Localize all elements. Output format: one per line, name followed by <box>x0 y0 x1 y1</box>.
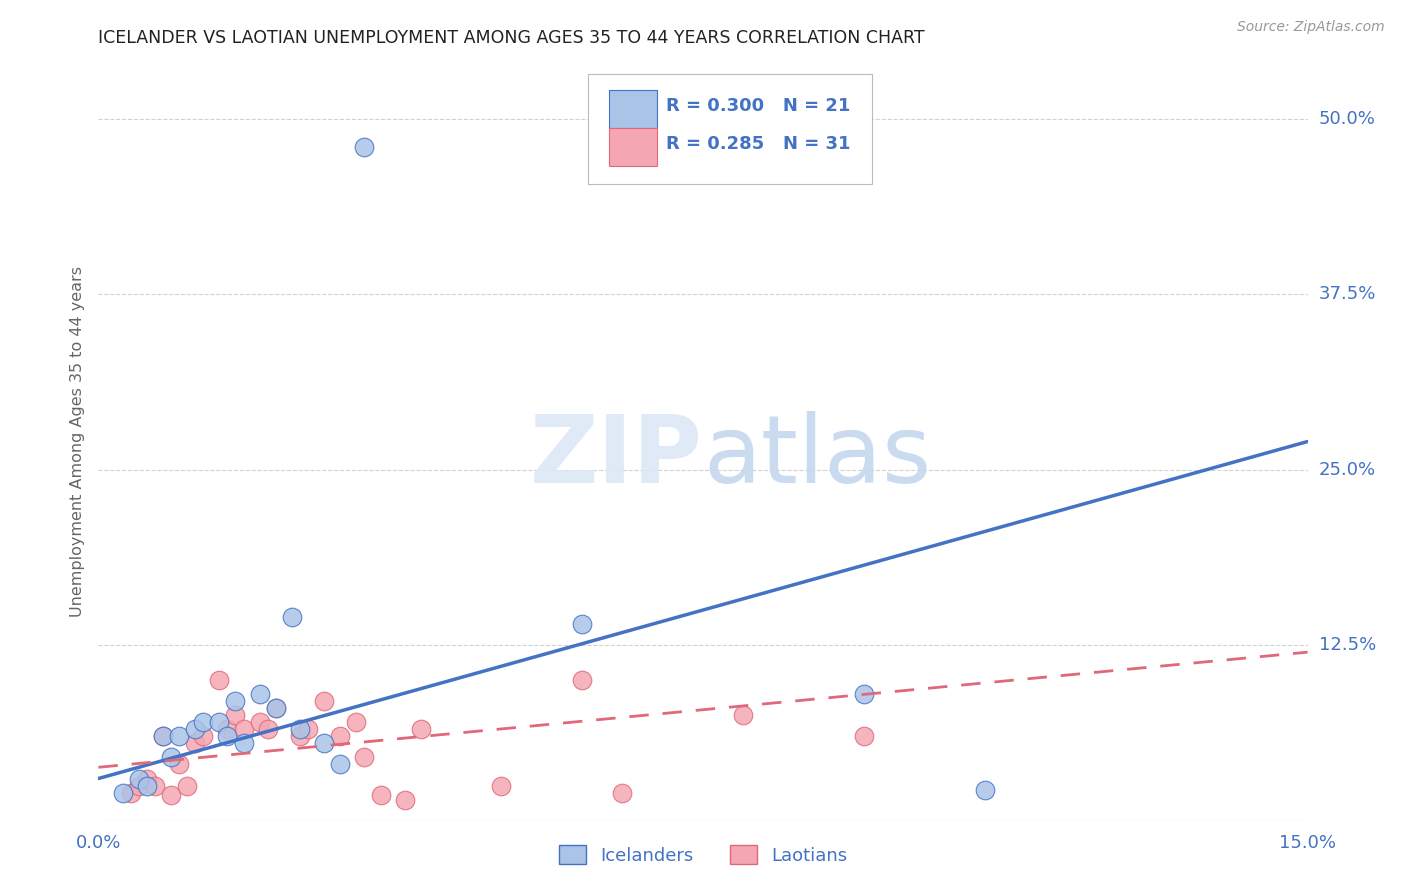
Text: 37.5%: 37.5% <box>1319 285 1376 303</box>
Point <box>733 708 755 723</box>
Text: atlas: atlas <box>703 410 931 503</box>
Text: R = 0.300   N = 21: R = 0.300 N = 21 <box>665 96 849 115</box>
Point <box>256 723 278 737</box>
Point <box>184 736 207 750</box>
Text: ZIP: ZIP <box>530 410 703 503</box>
FancyBboxPatch shape <box>609 90 657 128</box>
Point <box>329 757 352 772</box>
Point <box>314 736 336 750</box>
Point <box>167 757 190 772</box>
Point <box>135 779 157 793</box>
Point <box>167 730 190 744</box>
Point <box>264 701 287 715</box>
Text: 25.0%: 25.0% <box>1319 460 1376 479</box>
Point <box>120 786 142 800</box>
Point <box>143 779 166 793</box>
Point <box>224 694 246 708</box>
Point <box>193 730 215 744</box>
Point <box>249 715 271 730</box>
Point <box>853 687 876 701</box>
Point <box>288 723 311 737</box>
Point <box>208 715 231 730</box>
Point <box>128 779 150 793</box>
Point <box>184 723 207 737</box>
Point <box>974 782 997 797</box>
FancyBboxPatch shape <box>609 128 657 166</box>
Point <box>232 723 254 737</box>
Text: 50.0%: 50.0% <box>1319 110 1375 128</box>
Point <box>249 687 271 701</box>
Point <box>571 673 593 688</box>
Point <box>224 708 246 723</box>
Point <box>160 789 183 803</box>
Point <box>152 730 174 744</box>
Point <box>491 779 513 793</box>
Point <box>135 772 157 786</box>
Point <box>853 730 876 744</box>
Point <box>288 730 311 744</box>
Y-axis label: Unemployment Among Ages 35 to 44 years: Unemployment Among Ages 35 to 44 years <box>69 266 84 617</box>
Point <box>571 617 593 632</box>
Point <box>297 723 319 737</box>
Point <box>232 736 254 750</box>
Point <box>128 772 150 786</box>
Point <box>353 139 375 153</box>
Point <box>160 750 183 764</box>
Point <box>176 779 198 793</box>
Text: Source: ZipAtlas.com: Source: ZipAtlas.com <box>1237 20 1385 34</box>
Point <box>344 715 367 730</box>
Text: 12.5%: 12.5% <box>1319 636 1376 654</box>
FancyBboxPatch shape <box>588 74 872 184</box>
Point <box>329 730 352 744</box>
Legend: Icelanders, Laotians: Icelanders, Laotians <box>558 846 848 864</box>
Text: R = 0.285   N = 31: R = 0.285 N = 31 <box>665 135 851 153</box>
Point <box>264 701 287 715</box>
Point <box>353 750 375 764</box>
Point <box>152 730 174 744</box>
Point <box>281 610 304 624</box>
Point <box>612 786 634 800</box>
Point <box>217 730 239 744</box>
Point <box>394 792 416 806</box>
Point <box>217 723 239 737</box>
Point <box>370 789 392 803</box>
Point <box>208 673 231 688</box>
Point <box>193 715 215 730</box>
Point <box>409 723 432 737</box>
Point <box>314 694 336 708</box>
Point <box>111 786 134 800</box>
Text: ICELANDER VS LAOTIAN UNEMPLOYMENT AMONG AGES 35 TO 44 YEARS CORRELATION CHART: ICELANDER VS LAOTIAN UNEMPLOYMENT AMONG … <box>98 29 925 47</box>
